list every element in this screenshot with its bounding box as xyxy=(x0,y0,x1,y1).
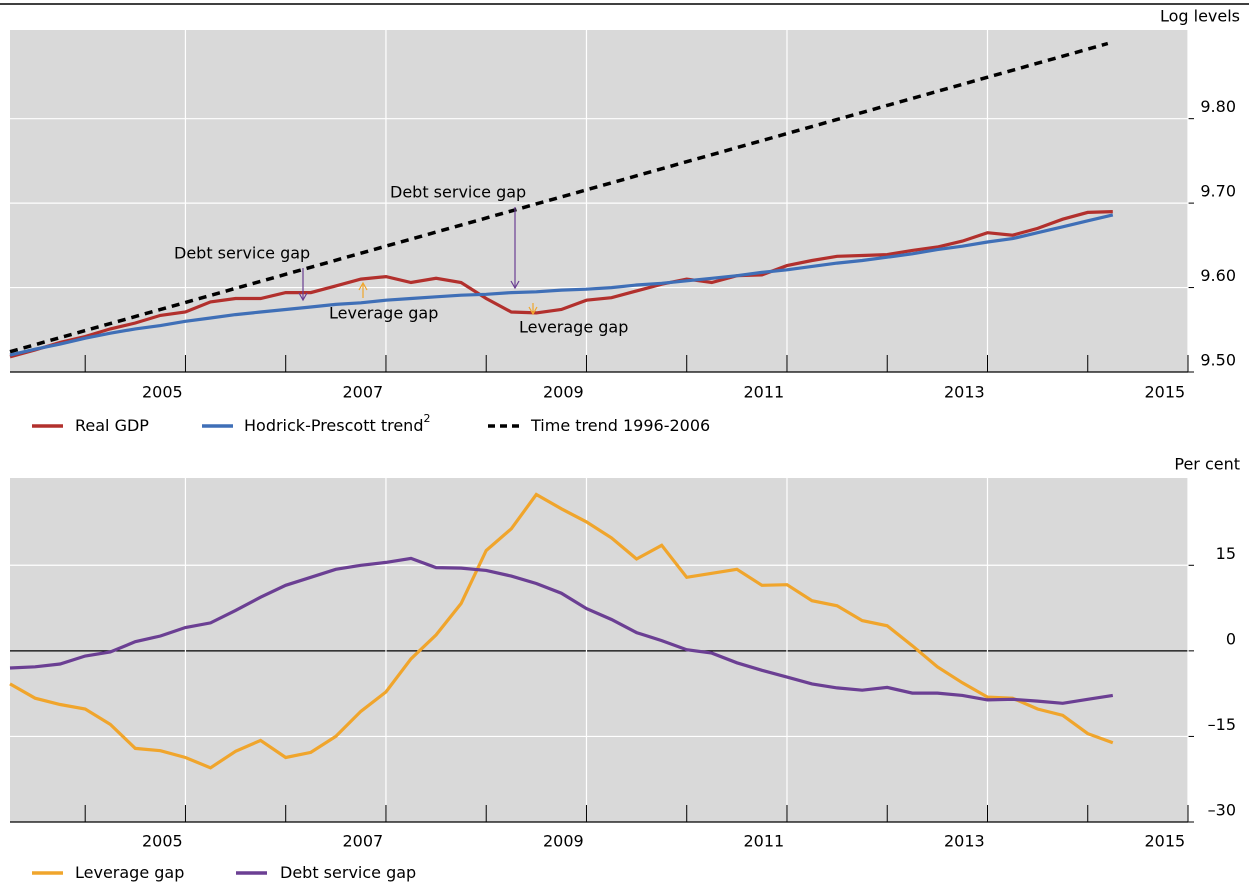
legend-text: Debt service gap xyxy=(280,863,416,882)
x-tick-label: 2009 xyxy=(543,383,584,402)
series-line xyxy=(9,210,1113,359)
x-tick-label: 2015 xyxy=(1145,832,1186,851)
legend-label: Real GDP xyxy=(75,416,149,435)
legend-label: Debt service gap xyxy=(280,863,416,882)
legend-text: Leverage gap xyxy=(75,863,184,882)
x-tick-label: 2013 xyxy=(944,383,985,402)
x-tick-label: 2011 xyxy=(743,832,784,851)
x-tick-label: 2009 xyxy=(543,832,584,851)
series-line xyxy=(9,492,1114,770)
x-tick-label: 2015 xyxy=(1145,383,1186,402)
plot-background xyxy=(10,30,1188,372)
annotation-arrowhead xyxy=(528,306,538,316)
annotation-arrowhead xyxy=(358,281,368,291)
legend-footnote: 2 xyxy=(423,412,430,425)
annotation-arrowhead xyxy=(298,292,308,302)
x-tick-label: 2013 xyxy=(944,832,985,851)
y-tick-label: 9.80 xyxy=(1200,97,1236,116)
annotation: Leverage gap xyxy=(519,318,628,337)
legend-label: Leverage gap xyxy=(75,863,184,882)
axis-unit-label: Log levels xyxy=(1160,7,1240,26)
legend-text: Real GDP xyxy=(75,416,149,435)
legend-label: Hodrick-Prescott trend2 xyxy=(244,412,430,435)
x-tick-label: 2007 xyxy=(342,383,383,402)
y-tick-label: 9.50 xyxy=(1200,351,1236,370)
legend-label: Time trend 1996-2006 xyxy=(530,416,710,435)
y-tick-label: 15 xyxy=(1216,544,1236,563)
y-tick-label: –30 xyxy=(1208,801,1236,820)
legend-text: Time trend 1996-2006 xyxy=(530,416,710,435)
x-tick-label: 2007 xyxy=(342,832,383,851)
x-tick-label: 2005 xyxy=(142,383,183,402)
legend-text: Hodrick-Prescott trend xyxy=(244,416,423,435)
axis-unit-label: Per cent xyxy=(1174,455,1240,474)
y-tick-label: 9.70 xyxy=(1200,182,1236,201)
x-tick-label: 2005 xyxy=(142,832,183,851)
x-tick-label: 2011 xyxy=(743,383,784,402)
y-tick-label: –15 xyxy=(1208,715,1236,734)
annotation: Leverage gap xyxy=(329,304,438,323)
series-line xyxy=(9,213,1114,357)
annotation: Debt service gap xyxy=(174,244,310,263)
y-tick-label: 9.60 xyxy=(1200,266,1236,285)
series-line xyxy=(9,556,1114,705)
y-tick-label: 0 xyxy=(1226,629,1236,648)
annotation-arrowhead xyxy=(510,280,520,290)
annotation: Debt service gap xyxy=(390,183,526,202)
